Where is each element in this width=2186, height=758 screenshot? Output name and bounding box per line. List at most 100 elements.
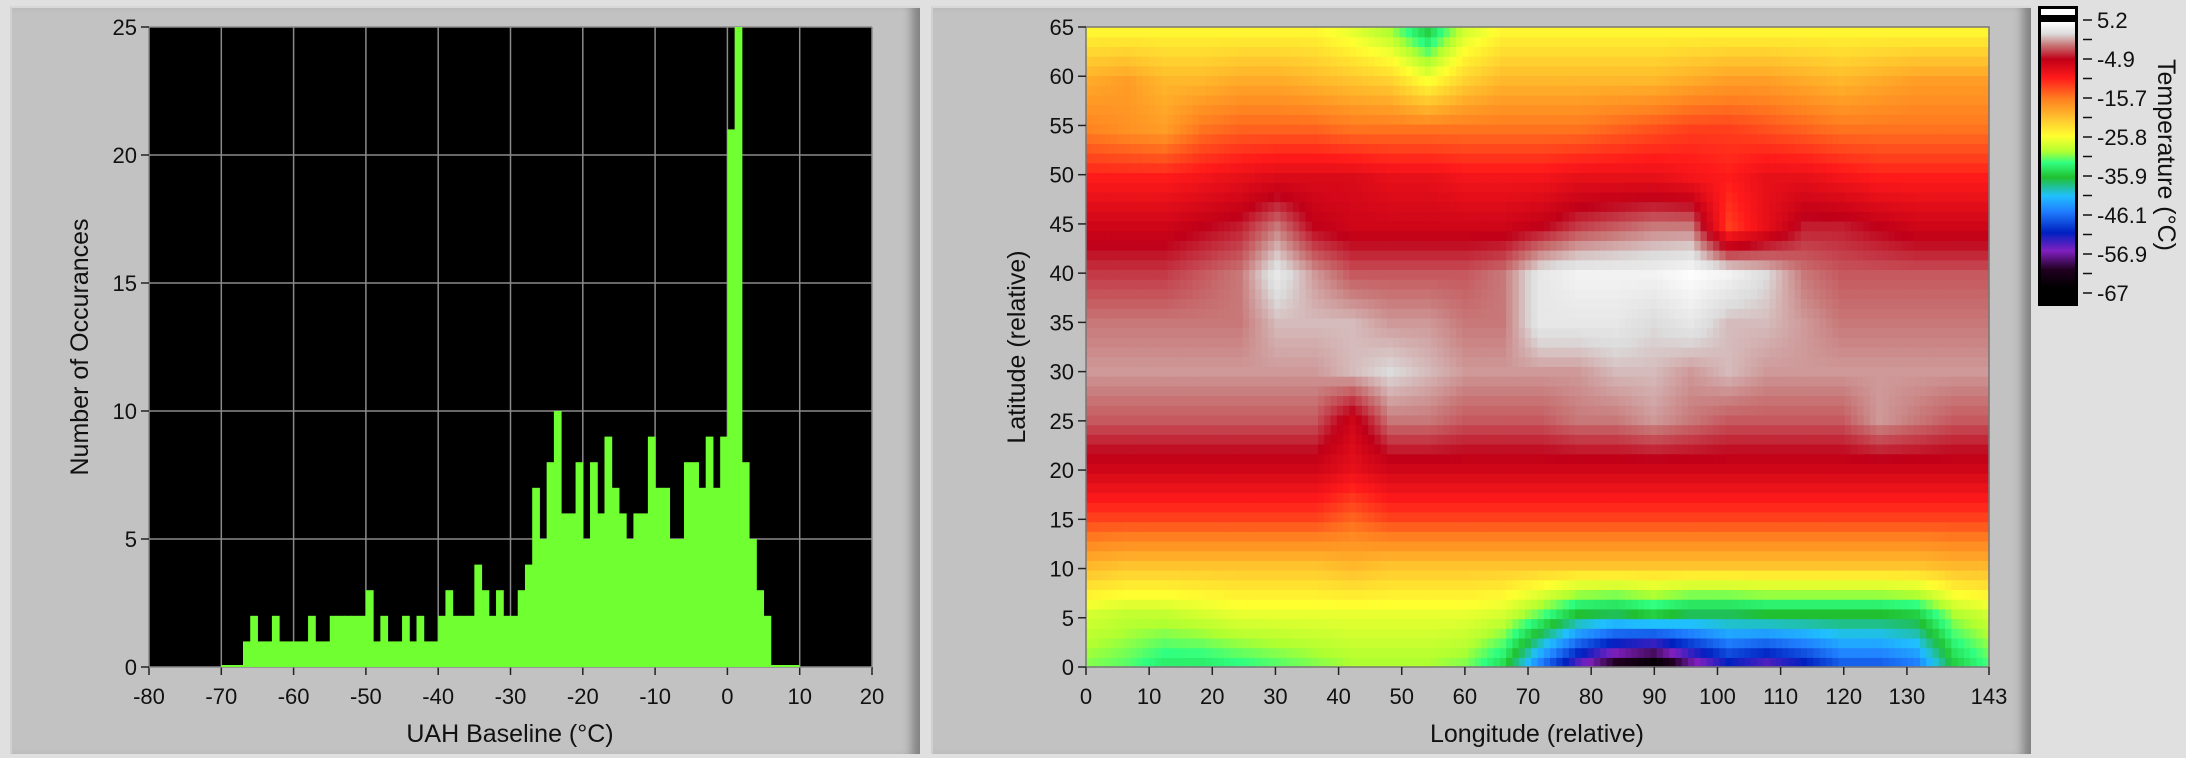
heatmap-cell <box>1424 579 1432 591</box>
heatmap-cell <box>1180 366 1187 377</box>
heatmap-cell <box>1907 618 1915 629</box>
heatmap-cell <box>1217 424 1225 435</box>
heatmap-cell <box>1926 608 1934 620</box>
heatmap-cell <box>1926 570 1934 581</box>
heatmap-cell <box>1769 376 1777 387</box>
heatmap-cell <box>1876 618 1883 629</box>
heatmap-cell <box>1474 618 1482 629</box>
heatmap-cell <box>1688 453 1695 464</box>
heatmap-cell <box>1631 376 1639 387</box>
heatmap-cell <box>1851 453 1858 464</box>
heatmap-cell <box>1455 579 1463 591</box>
heatmap-cell <box>1211 443 1219 455</box>
heatmap-cell <box>1888 540 1896 552</box>
heatmap-cell <box>1424 356 1432 367</box>
heatmap-cell <box>1744 473 1752 484</box>
heatmap-cell <box>1117 424 1125 435</box>
heatmap-cell <box>1412 395 1419 406</box>
heatmap-cell <box>1343 395 1350 406</box>
heatmap-cell <box>1587 337 1595 348</box>
heatmap-cell <box>1681 347 1689 358</box>
heatmap-cell <box>1462 347 1470 358</box>
heatmap-cell <box>1813 376 1821 387</box>
heatmap-cell <box>1343 434 1350 445</box>
heatmap-cell <box>1380 540 1388 552</box>
heatmap-cell <box>1512 376 1520 387</box>
heatmap-cell <box>1587 550 1595 561</box>
heatmap-cell <box>1775 347 1783 358</box>
heatmap-cell <box>1399 492 1407 503</box>
heatmap-cell <box>1104 599 1112 610</box>
heatmap-cell <box>1844 443 1852 455</box>
heatmap-cell <box>1154 511 1162 523</box>
heatmap-cell <box>1104 560 1112 571</box>
histogram-bar <box>242 641 251 667</box>
heatmap-cell <box>1267 628 1275 639</box>
x-tick-label: -70 <box>205 684 237 709</box>
heatmap-cell <box>1474 628 1482 639</box>
heatmap-cell <box>1606 531 1614 542</box>
heatmap-cell <box>1719 492 1727 503</box>
heatmap-cell <box>1926 657 1934 668</box>
heatmap-cell <box>1769 521 1777 532</box>
heatmap-cell <box>1418 424 1426 435</box>
heatmap-cell <box>1725 647 1733 658</box>
heatmap-cell <box>1769 414 1777 426</box>
heatmap-cell <box>1537 511 1545 523</box>
heatmap-cell <box>1230 608 1238 620</box>
heatmap-cell <box>1324 540 1332 552</box>
heatmap-cell <box>1380 502 1388 513</box>
heatmap-cell <box>1374 521 1382 532</box>
heatmap-cell <box>1825 492 1833 503</box>
heatmap-cell <box>1926 647 1934 658</box>
heatmap-cell <box>1669 540 1677 552</box>
heatmap-cell <box>1650 376 1658 387</box>
heatmap-cell <box>1612 599 1620 610</box>
heatmap-cell <box>1192 443 1200 455</box>
heatmap-cell <box>1186 511 1194 523</box>
heatmap-cell <box>1807 453 1815 464</box>
heatmap-cell <box>1731 443 1739 455</box>
heatmap-cell <box>1111 608 1118 620</box>
heatmap-cell <box>1775 657 1783 668</box>
heatmap-cell <box>1111 356 1118 367</box>
heatmap-cell <box>1706 647 1714 658</box>
heatmap-cell <box>1330 424 1338 435</box>
heatmap-cell <box>1311 599 1319 610</box>
heatmap-cell <box>1744 531 1752 542</box>
heatmap-cell <box>1907 521 1915 532</box>
heatmap-cell <box>1894 599 1902 610</box>
heatmap-cell <box>1343 647 1350 658</box>
heatmap-cell <box>1731 521 1739 532</box>
heatmap-cell <box>1198 482 1206 494</box>
heatmap-cell <box>1568 540 1576 552</box>
heatmap-cell <box>1324 337 1332 348</box>
heatmap-cell <box>1731 540 1739 552</box>
heatmap-cell <box>1888 647 1896 658</box>
heatmap-cell <box>1261 579 1269 591</box>
heatmap-cell <box>1217 473 1225 484</box>
heatmap-cell <box>1970 492 1978 503</box>
heatmap-cell <box>1230 453 1238 464</box>
heatmap-cell <box>1681 550 1689 561</box>
heatmap-cell <box>1305 463 1313 474</box>
heatmap-cell <box>1606 395 1614 406</box>
heatmap-cell <box>1217 405 1225 416</box>
heatmap-cell <box>1449 492 1457 503</box>
heatmap-cell <box>1775 414 1783 426</box>
heatmap-cell <box>1938 473 1946 484</box>
heatmap-cell <box>1907 366 1915 377</box>
heatmap-cell <box>1280 521 1288 532</box>
heatmap-cell <box>1750 608 1758 620</box>
heatmap-cell <box>1951 453 1959 464</box>
heatmap-cell <box>1537 424 1545 435</box>
heatmap-cell <box>1838 511 1846 523</box>
heatmap-cell <box>1575 637 1582 649</box>
heatmap-cell <box>1631 637 1639 649</box>
heatmap-cell <box>1286 463 1294 474</box>
heatmap-cell <box>1481 550 1488 561</box>
heatmap-cell <box>1769 618 1777 629</box>
heatmap-cell <box>1180 608 1187 620</box>
heatmap-cell <box>1600 550 1608 561</box>
heatmap-cell <box>1963 521 1971 532</box>
